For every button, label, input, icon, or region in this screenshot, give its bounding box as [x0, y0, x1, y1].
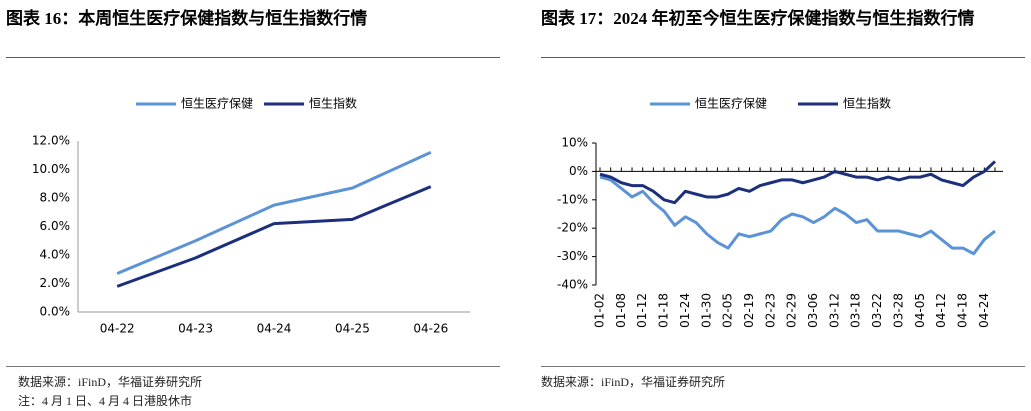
x-tick-label: 01-18	[657, 293, 671, 328]
y-tick-label: 8.0%	[40, 191, 71, 205]
y-tick-label: 6.0%	[40, 219, 71, 233]
series-line	[599, 175, 996, 256]
x-tick-label: 04-24	[977, 293, 991, 328]
divider	[6, 366, 500, 367]
divider	[541, 57, 1025, 58]
x-tick-label: 04-12	[934, 293, 948, 328]
y-tick-label: 0.0%	[40, 305, 71, 319]
y-tick-label: 0%	[569, 164, 588, 178]
x-tick-label: 01-12	[635, 293, 649, 328]
x-tick-label: 04-24	[257, 322, 292, 336]
x-tick-label: 04-05	[913, 293, 927, 328]
x-tick-label: 04-26	[413, 322, 448, 336]
legend-label: 恒生医疗保健	[181, 97, 253, 111]
x-tick-label: 01-30	[699, 293, 713, 328]
x-tick-label: 01-24	[678, 293, 692, 328]
x-tick-label: 03-06	[806, 293, 820, 328]
divider	[6, 57, 500, 58]
source: 数据来源：iFinD，华福证券研究所	[18, 375, 203, 389]
series-line	[599, 160, 997, 205]
x-tick-label: 03-18	[849, 293, 863, 328]
x-tick-label: 01-08	[614, 293, 628, 328]
y-tick-label: 10%	[561, 136, 588, 150]
y-tick-label: -40%	[557, 278, 588, 292]
x-tick-label: 02-19	[742, 293, 756, 328]
chart-title: 图表 16：本周恒生医疗保健指数与恒生指数行情	[6, 9, 368, 28]
chart-title: 图表 17：2024 年初至今恒生医疗保健指数与恒生指数行情	[541, 9, 975, 28]
source: 数据来源：iFinD，华福证券研究所	[541, 375, 726, 389]
y-tick-label: 12.0%	[32, 134, 70, 148]
x-tick-label: 04-25	[335, 322, 370, 336]
x-tick-label: 03-22	[870, 293, 884, 328]
x-tick-label: 04-22	[100, 322, 135, 336]
series-line	[116, 151, 432, 275]
x-tick-label: 02-23	[763, 293, 777, 328]
x-tick-label: 04-23	[178, 322, 213, 336]
y-tick-label: -20%	[557, 221, 588, 235]
legend-label: 恒生指数	[843, 96, 891, 111]
y-tick-label: 4.0%	[40, 248, 71, 262]
legend-label: 恒生指数	[309, 96, 357, 111]
y-tick-label: 2.0%	[40, 276, 71, 290]
y-tick-label: -30%	[557, 249, 588, 263]
x-tick-label: 01-02	[593, 293, 607, 328]
y-tick-label: -10%	[557, 192, 588, 206]
legend-label: 恒生医疗保健	[695, 97, 767, 111]
x-tick-label: 03-12	[827, 293, 841, 328]
series-line	[116, 185, 432, 288]
x-tick-label: 03-28	[891, 293, 905, 328]
x-tick-label: 04-18	[955, 293, 969, 328]
divider	[541, 366, 1025, 367]
note: 注：4 月 1 日、4 月 4 日港股休市	[18, 394, 193, 408]
y-tick-label: 10.0%	[32, 162, 70, 176]
x-tick-label: 02-29	[785, 293, 799, 328]
x-tick-label: 02-05	[721, 293, 735, 328]
